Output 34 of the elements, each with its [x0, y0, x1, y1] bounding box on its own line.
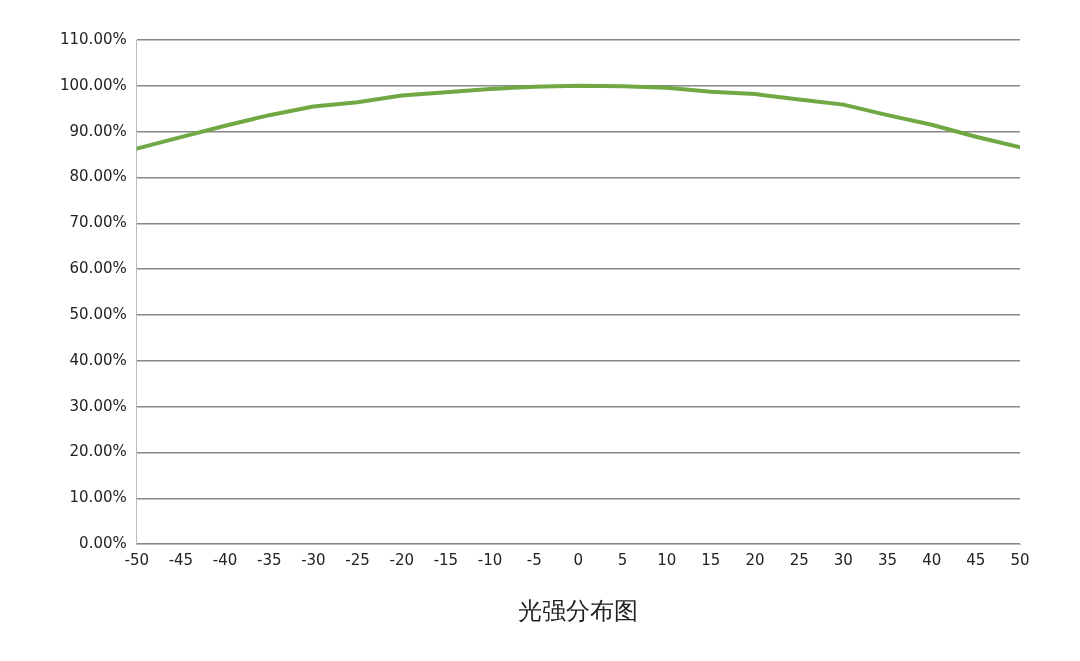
x-tick-label: -5	[526, 551, 542, 570]
y-tick-label: 100.00%	[59, 75, 127, 94]
y-tick-label: 70.00%	[69, 213, 127, 232]
x-tick-label: -15	[433, 551, 459, 570]
x-tick-label: -25	[345, 551, 370, 570]
x-tick-label: 15	[701, 551, 721, 570]
x-tick-label: 25	[789, 551, 809, 570]
x-axis-title: 光强分布图	[518, 596, 639, 625]
x-tick-label: -20	[389, 551, 414, 570]
x-tick-label: 20	[745, 551, 765, 570]
y-tick-label: 20.00%	[69, 442, 127, 461]
x-tick-label: 35	[877, 551, 898, 570]
x-tick-label: 5	[617, 551, 628, 570]
y-tick-label: 50.00%	[69, 304, 127, 323]
x-tick-label: -30	[301, 551, 326, 570]
y-tick-label: 110.00%	[59, 29, 127, 48]
x-tick-label: 10	[657, 551, 677, 570]
x-tick-label: 40	[922, 551, 942, 570]
x-tick-label: 30	[833, 551, 853, 570]
x-tick-label: 50	[1010, 551, 1030, 570]
y-tick-label: 80.00%	[69, 167, 127, 186]
x-tick-label: 45	[966, 551, 986, 570]
x-tick-label: -35	[256, 551, 282, 570]
x-tick-label: 0	[573, 551, 584, 570]
y-tick-label: 60.00%	[69, 259, 127, 278]
x-tick-label: -10	[477, 551, 503, 570]
x-tick-label: -50	[124, 551, 149, 570]
y-tick-label: 40.00%	[69, 350, 127, 369]
y-tick-label: 30.00%	[69, 396, 127, 415]
x-tick-label: -45	[168, 551, 194, 570]
y-tick-label: 10.00%	[69, 488, 127, 507]
y-tick-label: 90.00%	[69, 121, 127, 140]
x-tick-label: -40	[212, 551, 238, 570]
y-tick-label: 0.00%	[79, 534, 127, 553]
